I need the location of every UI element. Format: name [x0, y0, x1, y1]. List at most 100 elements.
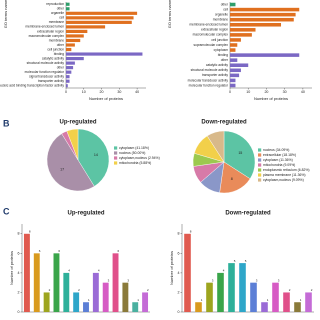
chart-title: Down-regulated — [225, 211, 271, 217]
bar — [33, 253, 40, 312]
bar — [66, 70, 72, 74]
value-label: 3 — [256, 278, 258, 282]
pie-slice — [77, 128, 110, 187]
bar — [66, 56, 84, 61]
value-label: 4 — [98, 269, 100, 273]
y-tick-label: 6 — [178, 251, 180, 255]
y-tick-label: molecular function regulator — [189, 83, 229, 87]
bar — [230, 73, 240, 78]
bar — [73, 292, 80, 312]
x-tick-label: 30 — [117, 90, 121, 94]
y-tick-label: 8 — [18, 232, 20, 236]
bar — [66, 34, 84, 38]
value-label: 5 — [245, 259, 247, 263]
y-tick-label: structural molecule activity — [27, 61, 65, 65]
legend-swatch — [114, 156, 118, 160]
y-tick-label: molecular transducer activity — [188, 78, 229, 82]
bar — [272, 282, 279, 312]
x-tick-label: 0 — [229, 90, 231, 94]
chart-title: Up-regulated — [59, 120, 96, 126]
legend-label: plasma membrane (11.36%) — [263, 173, 306, 177]
y-tick-label: organelle — [51, 11, 64, 15]
value-label: 2 — [78, 288, 80, 292]
legend-swatch — [258, 153, 262, 157]
legend-swatch — [258, 173, 262, 177]
y-axis-title: Number of proteins — [169, 251, 174, 285]
y-tick-label: 6 — [18, 251, 20, 255]
bar — [53, 253, 60, 312]
bar — [66, 47, 72, 52]
bar — [66, 29, 88, 34]
bar — [230, 48, 236, 52]
legend-label: nucleus (50.00%) — [119, 151, 145, 155]
value-label: 8 — [29, 230, 31, 234]
bar — [230, 22, 282, 27]
y-tick-label: binding — [54, 52, 65, 56]
bar — [66, 2, 70, 6]
legend-label: cytoplasm (11.36%) — [263, 158, 293, 162]
y-tick-label: 2 — [178, 290, 180, 294]
value-label: 8 — [190, 230, 192, 234]
y-tick-label: structural molecule activity — [191, 68, 229, 72]
bar — [66, 43, 75, 47]
legend-swatch — [114, 151, 118, 155]
y-tick-label: molecular function regulator — [25, 70, 65, 74]
y-tick-label: catalytic activity — [42, 56, 65, 60]
bar — [230, 83, 236, 88]
bar — [283, 292, 290, 312]
y-tick-label: binding — [218, 53, 229, 57]
y-tick-label: supramolecular complex — [193, 43, 228, 47]
bar — [230, 58, 238, 62]
value-label: 5 — [234, 259, 236, 263]
x-tick-label: 10 — [82, 90, 86, 94]
y-tick-label: other — [221, 2, 229, 6]
bar — [66, 7, 70, 11]
bar — [66, 20, 132, 24]
bar — [142, 292, 149, 312]
legend-swatch — [258, 168, 262, 172]
legend-label: cytoplasm,nucleus (9.09%) — [263, 178, 304, 182]
bar — [230, 33, 252, 37]
y-tick-label: signal transducer activity — [29, 75, 64, 79]
x-axis-title: Number of proteins — [89, 96, 123, 101]
bar — [230, 17, 294, 22]
legend-label: nucleus (34.09%) — [263, 148, 289, 152]
y-tick-label: organelle — [215, 12, 228, 16]
y-tick-label: macromolecular complex — [193, 33, 229, 37]
bar — [66, 66, 74, 70]
bar — [230, 28, 256, 32]
bar — [305, 292, 312, 312]
y-tick-label: macromolecular complex — [29, 34, 65, 38]
legend-label: mitochondria (5.88%) — [119, 161, 151, 165]
bar — [66, 52, 143, 56]
slice-label: 14 — [94, 153, 98, 157]
y-tick-label: 2 — [18, 290, 20, 294]
value-label: 2 — [289, 288, 291, 292]
y-tick-label: extracellular region — [201, 28, 228, 32]
value-label: 3 — [108, 278, 110, 282]
y-tick-label: cell — [223, 7, 228, 11]
slice-label: 15 — [238, 151, 242, 155]
y-tick-label: cell — [59, 16, 64, 20]
x-tick-label: 20 — [264, 90, 268, 94]
bar — [230, 63, 249, 68]
legend-swatch — [258, 148, 262, 152]
value-label: 3 — [212, 278, 214, 282]
bar — [239, 263, 246, 312]
bar — [184, 233, 191, 312]
bar — [230, 53, 300, 57]
value-label: 2 — [311, 288, 313, 292]
legend-swatch — [258, 178, 262, 182]
bar — [66, 61, 75, 65]
legend-label: mitochondria (9.09%) — [263, 163, 295, 167]
legend-label: extracellular (18.18%) — [263, 153, 296, 157]
legend-label: cytoplasm,nucleus (2.94%) — [119, 156, 160, 160]
x-tick-label: 40 — [301, 90, 305, 94]
legend-label: endoplasmic reticulum (6.82%) — [263, 168, 310, 172]
bar — [66, 25, 106, 29]
y-tick-label: membrane-enclosed lumen — [25, 25, 64, 29]
bar — [230, 2, 236, 7]
bar — [92, 272, 99, 312]
bar — [294, 302, 301, 312]
value-label: 3 — [278, 278, 280, 282]
